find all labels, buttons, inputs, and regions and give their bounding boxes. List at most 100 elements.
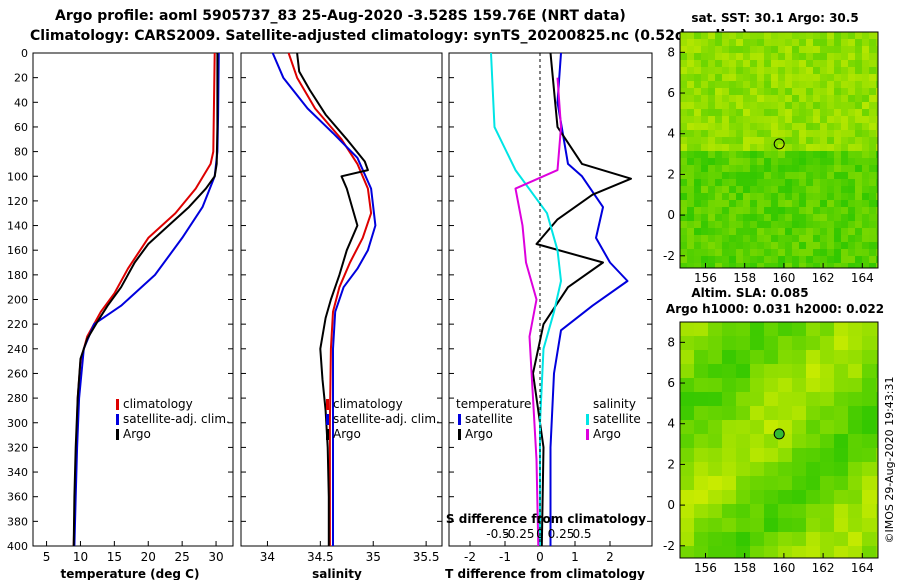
x-tick-label: 10 [73, 550, 88, 564]
map-cell [715, 130, 722, 137]
map-cell [736, 214, 743, 221]
map-cell [778, 378, 792, 392]
map-cell [743, 256, 750, 263]
map-cell [820, 406, 834, 420]
map-cell [701, 242, 708, 249]
map-cell [743, 151, 750, 158]
map-cell [785, 46, 792, 53]
map-cell [799, 137, 806, 144]
map-cell [876, 179, 878, 186]
map-cell [687, 32, 694, 39]
map-cell [813, 53, 820, 60]
map-cell [827, 179, 834, 186]
map-cell [764, 518, 778, 532]
map-cell [785, 200, 792, 207]
map-cell [771, 249, 778, 256]
map-cell [729, 249, 736, 256]
map-cell [694, 46, 701, 53]
series-line-satellite-adj-clim- [73, 52, 220, 547]
map-cell [869, 116, 876, 123]
map-cell [701, 109, 708, 116]
map-cell [722, 249, 729, 256]
map-cell [806, 336, 820, 350]
map-cell [680, 74, 687, 81]
map-cell [855, 39, 862, 46]
map-cell [722, 322, 736, 336]
map-cell [869, 151, 876, 158]
map-cell [862, 39, 869, 46]
map-cell [834, 249, 841, 256]
map-cell [680, 60, 687, 67]
map-cell [841, 200, 848, 207]
map-cell [820, 144, 827, 151]
map-cell [764, 207, 771, 214]
map-cell [708, 123, 715, 130]
map-x-tick-label: 156 [694, 271, 717, 285]
map-cell [729, 67, 736, 74]
map-cell [708, 546, 722, 558]
map-cell [722, 172, 729, 179]
map-cell [743, 249, 750, 256]
legend-label: climatology [123, 397, 193, 411]
map-cell [722, 32, 729, 39]
map-cell [778, 546, 792, 558]
map-cell [792, 200, 799, 207]
map-cell [848, 214, 855, 221]
map-cell [869, 158, 876, 165]
map-cell [785, 130, 792, 137]
map-cell [736, 151, 743, 158]
map-cell [764, 53, 771, 60]
map-cell [750, 53, 757, 60]
map-cell [694, 214, 701, 221]
map-cell [820, 504, 834, 518]
map-cell [750, 74, 757, 81]
map-cell [687, 95, 694, 102]
map-cell [799, 228, 806, 235]
map-cell [715, 88, 722, 95]
map-cell [680, 144, 687, 151]
map-cell [820, 46, 827, 53]
map-cell [862, 158, 869, 165]
map-cell [687, 263, 694, 268]
map-cell [778, 504, 792, 518]
map-cell [743, 228, 750, 235]
depth-tick-label: 320 [7, 441, 28, 454]
map-cell [876, 228, 878, 235]
map-cell [680, 151, 687, 158]
map-cell [736, 221, 743, 228]
map-cell [750, 350, 764, 364]
map-cell [869, 228, 876, 235]
map-cell [834, 490, 848, 504]
map-cell [750, 81, 757, 88]
map-cell [813, 165, 820, 172]
map-cell [862, 518, 876, 532]
map-cell [701, 200, 708, 207]
map-cell [680, 123, 687, 130]
map-cell [729, 81, 736, 88]
series-line-t-argo [532, 52, 632, 547]
map-cell [876, 60, 878, 67]
map-cell [806, 39, 813, 46]
map-cell [876, 490, 878, 504]
map-cell [834, 158, 841, 165]
map-cell [750, 109, 757, 116]
map-cell [834, 81, 841, 88]
map-cell [736, 53, 743, 60]
map-cell [680, 165, 687, 172]
x-tick-label: 15 [107, 550, 122, 564]
map-cell [820, 130, 827, 137]
map-cell [792, 462, 806, 476]
map-cell [757, 207, 764, 214]
depth-tick-label: 180 [7, 269, 28, 282]
map-cell [743, 172, 750, 179]
map-cell [834, 263, 841, 268]
map-cell [680, 322, 694, 336]
map-cell [792, 235, 799, 242]
map-cell [785, 186, 792, 193]
map-cell [708, 39, 715, 46]
map-cell [694, 378, 708, 392]
map-cell [701, 249, 708, 256]
map-cell [799, 88, 806, 95]
x-tick-label: 5 [43, 550, 51, 564]
map-cell [869, 165, 876, 172]
